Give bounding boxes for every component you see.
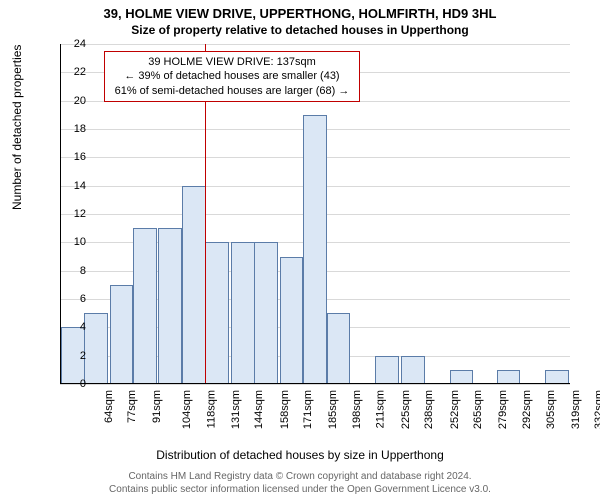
annotation-box: 39 HOLME VIEW DRIVE: 137sqm ← 39% of det… bbox=[104, 51, 360, 102]
chart-plot-area: 39 HOLME VIEW DRIVE: 137sqm ← 39% of det… bbox=[60, 44, 570, 384]
x-tick-label: 104sqm bbox=[181, 390, 193, 429]
x-axis-label: Distribution of detached houses by size … bbox=[0, 448, 600, 462]
footer-line1: Contains HM Land Registry data © Crown c… bbox=[0, 470, 600, 483]
x-tick-label: 77sqm bbox=[126, 390, 138, 423]
x-tick-label: 238sqm bbox=[423, 390, 435, 429]
x-tick-label: 211sqm bbox=[374, 390, 386, 428]
histogram-bar bbox=[158, 228, 182, 384]
y-tick-label: 24 bbox=[74, 38, 86, 50]
footer-attribution: Contains HM Land Registry data © Crown c… bbox=[0, 470, 600, 496]
y-tick-label: 6 bbox=[80, 293, 86, 305]
x-tick-label: 252sqm bbox=[449, 390, 461, 429]
y-tick-label: 2 bbox=[80, 350, 86, 362]
histogram-bar bbox=[254, 242, 278, 384]
gridline bbox=[60, 44, 570, 45]
footer-line2: Contains public sector information licen… bbox=[0, 483, 600, 496]
y-tick-label: 10 bbox=[74, 236, 86, 248]
histogram-bar bbox=[450, 370, 474, 384]
y-tick-label: 16 bbox=[74, 151, 86, 163]
histogram-bar bbox=[110, 285, 134, 384]
y-tick-label: 22 bbox=[74, 66, 86, 78]
chart-title-sub: Size of property relative to detached ho… bbox=[0, 21, 600, 37]
histogram-bar bbox=[375, 356, 399, 384]
histogram-bar bbox=[303, 115, 327, 384]
x-tick-label: 118sqm bbox=[206, 390, 218, 428]
histogram-bar bbox=[327, 313, 351, 384]
x-tick-label: 158sqm bbox=[279, 390, 291, 429]
y-tick-label: 12 bbox=[74, 208, 86, 220]
gridline bbox=[60, 384, 570, 385]
y-tick-label: 20 bbox=[74, 95, 86, 107]
x-tick-label: 198sqm bbox=[351, 390, 363, 429]
histogram-bar bbox=[545, 370, 569, 384]
x-tick-label: 131sqm bbox=[230, 390, 242, 429]
x-tick-label: 144sqm bbox=[253, 390, 265, 429]
x-tick-label: 279sqm bbox=[498, 390, 510, 429]
histogram-bar bbox=[497, 370, 521, 384]
chart-title-main: 39, HOLME VIEW DRIVE, UPPERTHONG, HOLMFI… bbox=[0, 0, 600, 21]
y-tick-label: 18 bbox=[74, 123, 86, 135]
y-tick-label: 0 bbox=[80, 378, 86, 390]
x-tick-label: 305sqm bbox=[545, 390, 557, 429]
x-tick-label: 171sqm bbox=[302, 390, 314, 429]
histogram-bar bbox=[205, 242, 229, 384]
y-tick-label: 14 bbox=[74, 180, 86, 192]
x-tick-label: 64sqm bbox=[103, 390, 115, 423]
histogram-bar bbox=[401, 356, 425, 384]
histogram-bar bbox=[84, 313, 108, 384]
y-tick-label: 8 bbox=[80, 265, 86, 277]
x-tick-label: 185sqm bbox=[328, 390, 340, 429]
annotation-line3: 61% of semi-detached houses are larger (… bbox=[111, 84, 353, 98]
x-tick-label: 225sqm bbox=[400, 390, 412, 429]
x-tick-label: 332sqm bbox=[593, 390, 600, 429]
annotation-line1: 39 HOLME VIEW DRIVE: 137sqm bbox=[111, 55, 353, 69]
histogram-bar bbox=[231, 242, 255, 384]
histogram-bar bbox=[133, 228, 157, 384]
y-tick-label: 4 bbox=[80, 321, 86, 333]
x-tick-label: 319sqm bbox=[570, 390, 582, 429]
x-tick-label: 265sqm bbox=[472, 390, 484, 429]
x-tick-label: 91sqm bbox=[152, 390, 164, 423]
histogram-bar bbox=[280, 257, 304, 385]
x-tick-label: 292sqm bbox=[521, 390, 533, 429]
y-axis-label: Number of detached properties bbox=[10, 45, 24, 210]
histogram-bar bbox=[182, 186, 206, 384]
annotation-line2: ← 39% of detached houses are smaller (43… bbox=[111, 69, 353, 83]
